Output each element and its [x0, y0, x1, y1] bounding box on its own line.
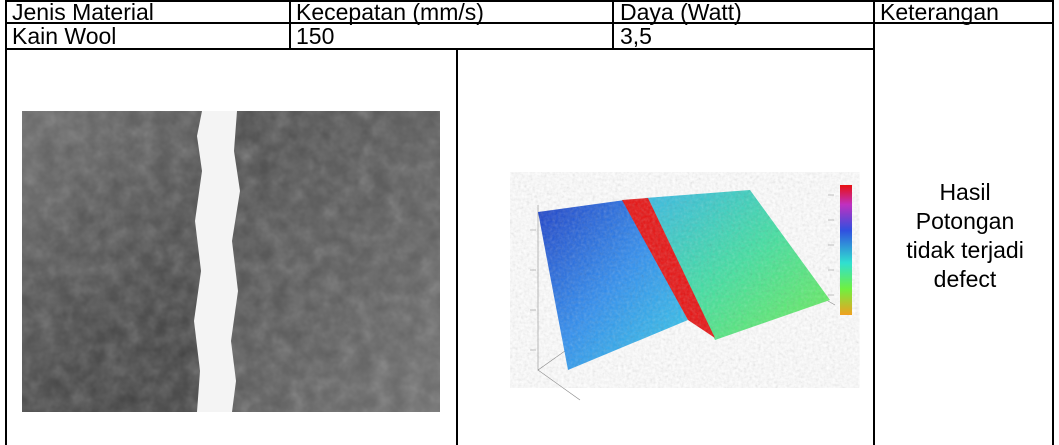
header-jenis-material: Jenis Material [12, 0, 154, 25]
header-daya: Daya (Watt) [620, 0, 742, 25]
keterangan-line-1: Hasil [939, 179, 991, 205]
keterangan-note: Hasil Potongan tidak terjadi defect [877, 178, 1053, 294]
header-kecepatan: Kecepatan (mm/s) [296, 0, 484, 25]
table-border-right [1052, 0, 1054, 445]
table-border-col3 [873, 0, 875, 445]
table-border-header [5, 22, 1054, 24]
fabric-cut-photo [22, 111, 440, 412]
cell-kecepatan: 150 [296, 23, 335, 49]
table-border-top [5, 0, 1054, 2]
table-border-row [5, 48, 873, 50]
cell-daya: 3,5 [620, 23, 652, 49]
table-border-col2 [612, 0, 614, 48]
table-border-image-divider [456, 48, 458, 445]
header-keterangan: Keterangan [880, 0, 999, 25]
table-border-left [5, 0, 7, 445]
3d-surface-scan [530, 185, 852, 401]
table-border-col1 [289, 0, 291, 48]
keterangan-line-3: tidak terjadi [906, 237, 1024, 263]
cell-material: Kain Wool [12, 23, 117, 49]
keterangan-line-2: Potongan [915, 208, 1015, 234]
keterangan-line-4: defect [933, 266, 997, 292]
